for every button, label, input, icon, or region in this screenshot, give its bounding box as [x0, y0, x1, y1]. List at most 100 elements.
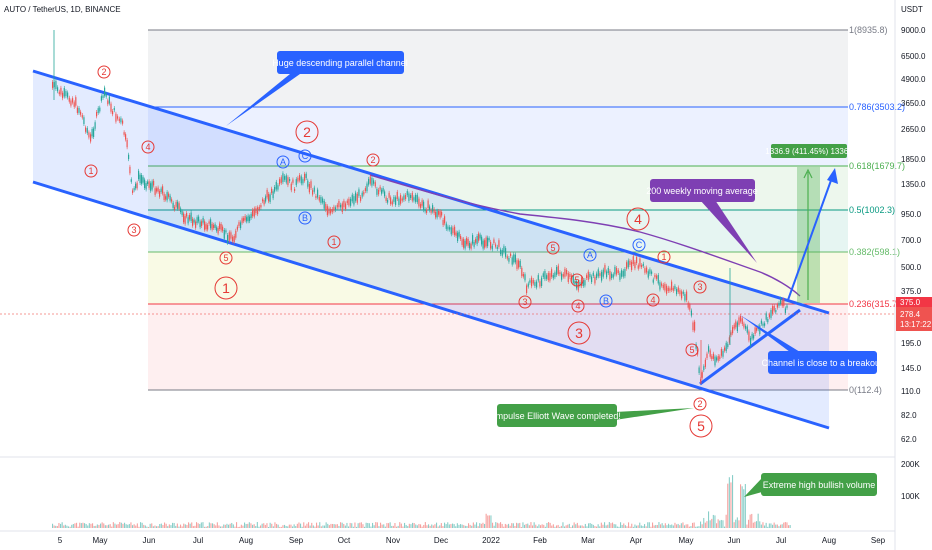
price-axis-label: 9000.0 [901, 26, 926, 35]
breakout-callout: Channel is close to a breakout [740, 315, 883, 374]
fib-label-0: 0(112.4) [849, 385, 882, 395]
time-axis-label: Dec [434, 536, 448, 545]
fib-label-05: 0.5(1002.3) [849, 205, 895, 215]
wave-label: 3 [575, 325, 583, 341]
fib-tag-value: 375.0 [900, 298, 921, 307]
wave-label: 1 [222, 280, 230, 296]
current-price-value: 278.4 [900, 310, 921, 319]
price-axis[interactable]: USDT 9000.0 6500.0 4900.0 3650.0 2650.0 1850.… [894, 0, 932, 550]
price-axis-label: 82.0 [901, 411, 917, 420]
fib-label-0382: 0.382(598.1) [849, 247, 900, 257]
fib-labels: 1(8935.8) 0.786(3503.2) 0.618(1679.7) 0.… [849, 25, 905, 395]
time-axis-label: Jul [776, 536, 786, 545]
current-price-tag [896, 307, 932, 331]
volume-axis: 200K 100K [901, 460, 920, 501]
wave-label: 3 [522, 297, 527, 307]
breakout-arrow-head [827, 168, 838, 184]
price-axis-label: 700.0 [901, 236, 922, 245]
price-candles [52, 30, 788, 384]
wave-label: 5 [574, 275, 579, 285]
time-axis-label: Jun [728, 536, 741, 545]
target-label: 1336.9 (411.45%) 13369 [765, 147, 853, 156]
wave-label: 3 [697, 282, 702, 292]
time-axis-label: Sep [289, 536, 304, 545]
fib-tag [896, 297, 932, 307]
channel-lower-line[interactable] [32, 180, 830, 430]
wave-label: 1 [331, 237, 336, 247]
wave-label: 3 [131, 225, 136, 235]
price-axis-label: 6500.0 [901, 52, 926, 61]
wave-label: 1 [88, 166, 93, 176]
wave-label: 2 [101, 67, 106, 77]
volume-callout: Extreme high bullish volume [744, 473, 877, 497]
price-axis-label: 950.0 [901, 210, 922, 219]
breakout-support-line[interactable] [699, 308, 801, 386]
wave-label: 1 [661, 252, 666, 262]
wave-label: C [636, 240, 643, 250]
channel-upper-line[interactable] [32, 69, 830, 315]
elliott-wave-labels: 2 1 3 4 5 1 2 3 5 4 1 4 3 5 2 5 1 2 3 4 5 A C B A B C [84, 65, 713, 438]
price-axis-label: 195.0 [901, 339, 922, 348]
breakout-arrow [787, 171, 835, 301]
time-axis-label: Jul [193, 536, 203, 545]
wave-label: 4 [575, 301, 580, 311]
impulse-callout-text: Impulse Elliott Wave completed! [493, 411, 621, 421]
wave-label: 5 [223, 253, 228, 263]
time-axis-label: Feb [533, 536, 547, 545]
time-axis-label: Nov [386, 536, 400, 545]
wave-label: 2 [370, 155, 375, 165]
volume-axis-label-1: 100K [901, 492, 920, 501]
fib-label-1: 1(8935.8) [849, 25, 888, 35]
time-axis-label: Mar [581, 536, 595, 545]
fib-label-0618: 0.618(1679.7) [849, 161, 905, 171]
price-axis-label: 110.0 [901, 387, 921, 396]
wave-label: 5 [697, 418, 705, 434]
price-axis-label: 500.0 [901, 263, 922, 272]
ma200-line [369, 174, 801, 297]
fib-zones [148, 30, 848, 390]
ma-callout-text: 200 weekly moving average [646, 186, 758, 196]
time-axis-label: Apr [630, 536, 643, 545]
price-axis-label: 4900.0 [901, 75, 926, 84]
symbol-title[interactable]: AUTO / TetherUS, 1D, BINANCE [4, 5, 121, 14]
volume-axis-label-0: 200K [901, 460, 920, 469]
time-axis[interactable]: 5 May Jun Jul Aug Sep Oct Nov Dec 2022 Feb Mar Apr Ma… [58, 536, 886, 545]
wave-label: A [587, 250, 593, 260]
time-axis-label: Oct [338, 536, 351, 545]
time-axis-label: May [92, 536, 107, 545]
target-label-box [771, 144, 847, 158]
axis-currency: USDT [901, 5, 923, 14]
time-axis-label: 5 [58, 536, 63, 545]
fib-label-0236: 0.236(315.7) [849, 299, 900, 309]
price-axis-label: 1850.0 [901, 155, 926, 164]
fib-label-0786: 0.786(3503.2) [849, 102, 905, 112]
wave-label: 5 [550, 243, 555, 253]
price-axis-label: 3650.0 [901, 99, 926, 108]
wave-label: 2 [697, 399, 702, 409]
time-axis-label: 2022 [482, 536, 500, 545]
wave-label: C [302, 151, 309, 161]
time-axis-label: Sep [871, 536, 886, 545]
wave-label: A [280, 157, 286, 167]
channel-callout: Huge descending parallel channel [226, 51, 408, 126]
target-arrow-head [803, 168, 813, 179]
price-axis-label: 62.0 [901, 435, 917, 444]
ma-callout: 200 weekly moving average [646, 179, 758, 263]
time-axis-label: Aug [239, 536, 253, 545]
breakout-callout-text: Channel is close to a breakout [761, 358, 883, 368]
channel-fill [33, 71, 829, 428]
time-axis-label: May [678, 536, 693, 545]
volume-bars [52, 475, 791, 528]
wave-label: 4 [145, 142, 150, 152]
price-axis-label: 145.0 [901, 364, 922, 373]
wave-label: 4 [634, 211, 642, 227]
impulse-callout: Impulse Elliott Wave completed! [493, 404, 694, 427]
wave-label: 5 [689, 345, 694, 355]
price-axis-label: 1350.0 [901, 180, 926, 189]
wave-label: 2 [303, 124, 311, 140]
price-axis-label: 2650.0 [901, 125, 926, 134]
wave-label: B [603, 296, 609, 306]
volume-callout-text: Extreme high bullish volume [763, 480, 876, 490]
time-axis-label: Jun [143, 536, 156, 545]
